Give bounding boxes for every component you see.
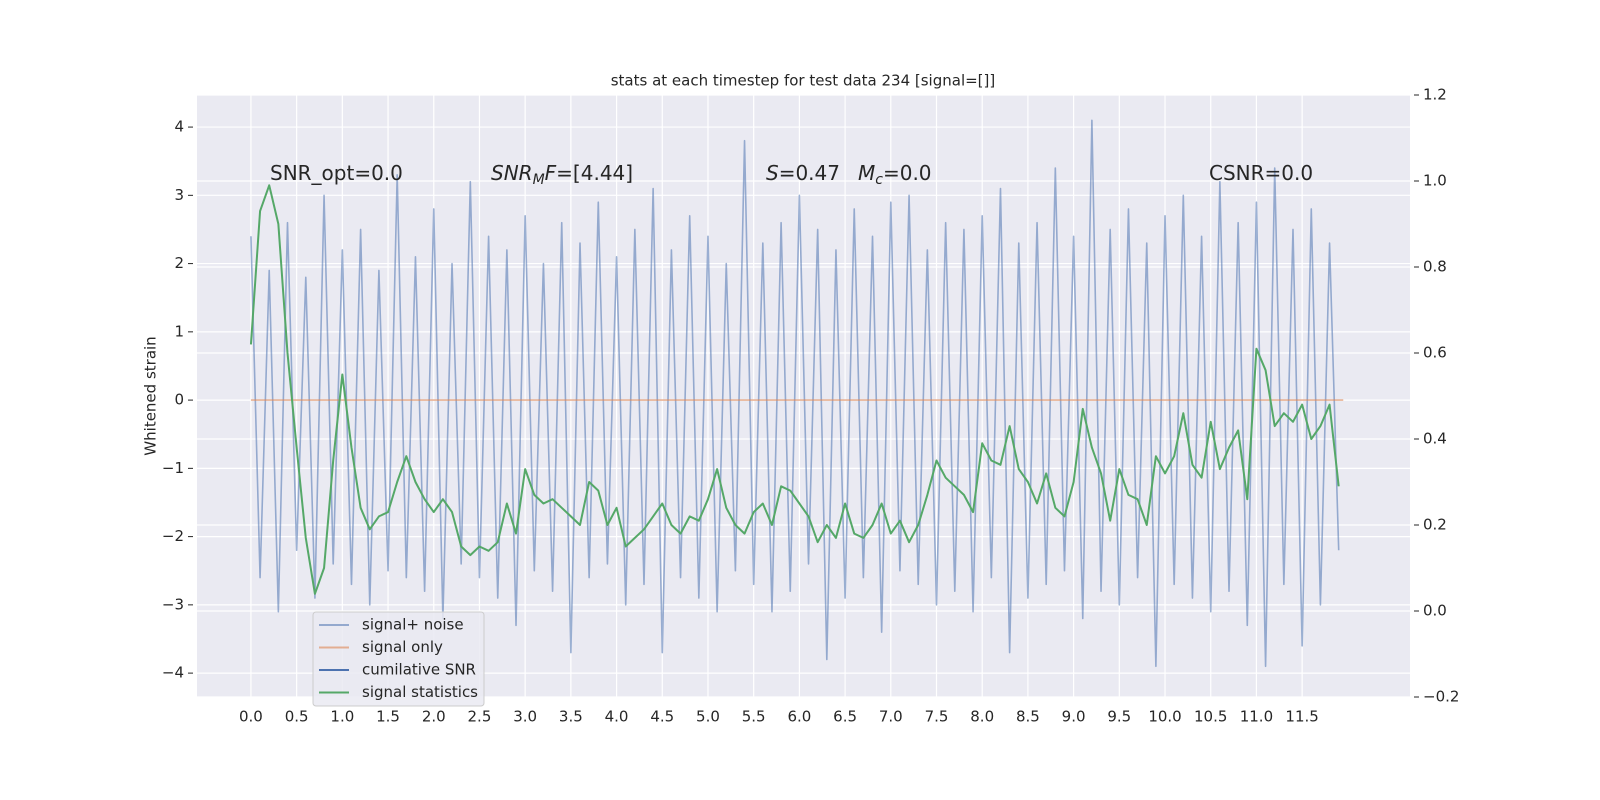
legend-label: signal statistics bbox=[362, 683, 478, 701]
y-tick-label: −1 bbox=[162, 459, 184, 477]
x-tick-label: 5.0 bbox=[696, 708, 720, 726]
y-tick-label: −4 bbox=[162, 664, 184, 682]
annotation-part: SNR bbox=[491, 161, 533, 185]
series-line bbox=[249, 184, 1340, 595]
y2-tick-label: 1.2 bbox=[1423, 86, 1447, 104]
legend-box bbox=[312, 611, 485, 707]
x-tick-label: 10.0 bbox=[1148, 708, 1181, 726]
y-tick-label: 4 bbox=[174, 118, 184, 136]
annotation-part: M bbox=[858, 161, 875, 185]
annotation-part: =[4.44] bbox=[556, 161, 633, 185]
annotation-part: =0.47 bbox=[779, 161, 840, 185]
chart-title: stats at each timestep for test data 234… bbox=[611, 72, 996, 90]
annotation-part: M bbox=[533, 172, 545, 188]
x-tick-label: 6.0 bbox=[787, 708, 811, 726]
annotation-part: =0.0 bbox=[883, 161, 932, 185]
x-tick-label: 1.5 bbox=[376, 708, 400, 726]
annotation-part: SNR_opt=0.0 bbox=[270, 161, 403, 185]
annotation-part: F bbox=[545, 161, 557, 185]
x-tick-label: 11.5 bbox=[1285, 708, 1318, 726]
x-tick-label: 7.5 bbox=[925, 708, 949, 726]
series-line bbox=[250, 119, 1340, 668]
y2-tick-label: 0.2 bbox=[1423, 516, 1447, 534]
y-tick-label: 2 bbox=[174, 254, 184, 272]
annotation-part: S bbox=[766, 161, 779, 185]
annotation-part: c bbox=[875, 172, 883, 188]
y2-tick-label: 0.8 bbox=[1423, 258, 1447, 276]
y-axis-label: Whitened strain bbox=[142, 336, 160, 455]
x-tick-label: 0.0 bbox=[239, 708, 263, 726]
y2-tick-label: 1.0 bbox=[1423, 172, 1447, 190]
x-tick-label: 0.5 bbox=[285, 708, 309, 726]
x-tick-label: 2.0 bbox=[422, 708, 446, 726]
annotation-part: CSNR=0.0 bbox=[1209, 161, 1313, 185]
y-tick-label: 3 bbox=[174, 186, 184, 204]
y-tick-label: −2 bbox=[162, 527, 184, 545]
legend-label: signal only bbox=[362, 638, 443, 656]
x-tick-label: 1.0 bbox=[330, 708, 354, 726]
plot-area bbox=[197, 95, 1410, 697]
x-tick-label: 3.0 bbox=[513, 708, 537, 726]
annotation: CSNR=0.0 bbox=[1209, 161, 1313, 185]
x-tick-label: 2.5 bbox=[468, 708, 492, 726]
x-tick-label: 8.5 bbox=[1016, 708, 1040, 726]
legend-label: signal+ noise bbox=[362, 616, 464, 634]
x-tick-label: 6.5 bbox=[833, 708, 857, 726]
y2-tick-label: 0.6 bbox=[1423, 344, 1447, 362]
y2-tick-label: 0.0 bbox=[1423, 602, 1447, 620]
x-tick-label: 10.5 bbox=[1194, 708, 1227, 726]
x-tick-label: 5.5 bbox=[742, 708, 766, 726]
x-tick-label: 3.5 bbox=[559, 708, 583, 726]
x-tick-label: 9.5 bbox=[1107, 708, 1131, 726]
annotation: SNR_opt=0.0 bbox=[270, 161, 403, 185]
x-tick-label: 11.0 bbox=[1240, 708, 1273, 726]
annotation: SNRMF=[4.44] bbox=[491, 161, 633, 188]
legend-label: cumilative SNR bbox=[362, 661, 476, 679]
annotation: Mc=0.0 bbox=[858, 161, 932, 188]
x-tick-label: 8.0 bbox=[970, 708, 994, 726]
annotation: S=0.47 bbox=[766, 161, 840, 185]
y2-tick-label: 0.4 bbox=[1423, 430, 1447, 448]
y2-tick-label: −0.2 bbox=[1423, 688, 1459, 706]
y-tick-label: −3 bbox=[162, 595, 184, 613]
x-tick-label: 4.5 bbox=[650, 708, 674, 726]
x-tick-label: 4.0 bbox=[605, 708, 629, 726]
y-tick-label: 0 bbox=[174, 391, 184, 409]
y-tick-label: 1 bbox=[174, 322, 184, 340]
x-tick-label: 7.0 bbox=[879, 708, 903, 726]
x-tick-label: 9.0 bbox=[1062, 708, 1086, 726]
